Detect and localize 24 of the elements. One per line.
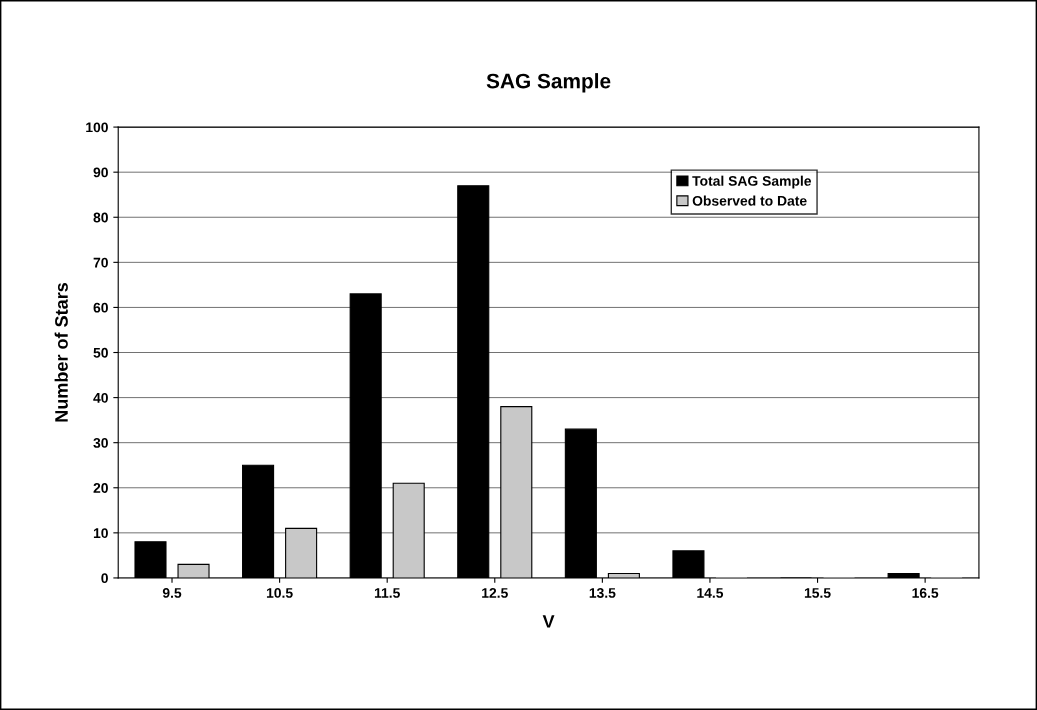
y-tick-label: 100 — [86, 122, 108, 133]
x-tick-label: 13.5 — [589, 588, 616, 598]
x-tick-label: 11.5 — [374, 588, 400, 598]
x-tick-label: 16.5 — [912, 588, 939, 598]
y-tick-label: 40 — [93, 392, 108, 403]
y-tick-label: 20 — [93, 483, 108, 493]
x-tick-label: 10.5 — [266, 588, 293, 598]
legend-label: Total SAG Sample — [692, 175, 812, 189]
x-tick-label: 9.5 — [162, 588, 182, 598]
y-tick-label: 90 — [93, 167, 108, 178]
y-tick-label: 0 — [101, 573, 108, 584]
x-axis-title: V — [542, 615, 555, 628]
y-tick-label: 10 — [93, 528, 108, 539]
x-tick-label: 15.5 — [804, 588, 831, 598]
legend-label: Observed to Date — [692, 195, 807, 206]
y-tick-label: 70 — [93, 257, 108, 268]
x-tick-label: 14.5 — [697, 588, 724, 598]
y-tick-label: 30 — [93, 438, 108, 448]
y-tick-label: 80 — [93, 212, 108, 223]
y-axis-title: Number of Stars — [54, 283, 68, 422]
y-tick-label: 60 — [93, 302, 108, 313]
y-tick-label: 50 — [93, 347, 108, 358]
chart-title: SAG Sample — [486, 73, 611, 93]
x-tick-label: 12.5 — [482, 588, 508, 598]
